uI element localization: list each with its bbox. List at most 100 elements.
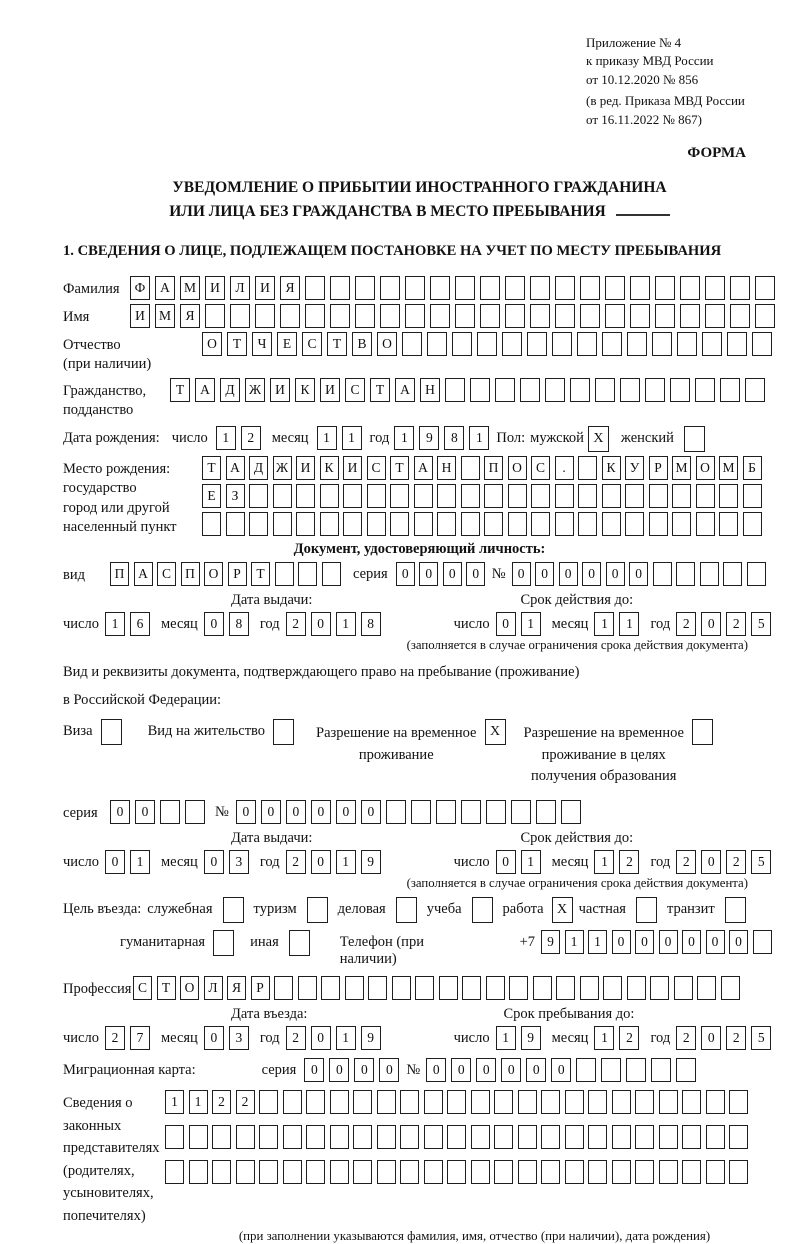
char-cell[interactable] [755,275,775,300]
char-cell[interactable]: 1 [495,1026,516,1051]
char-cell[interactable]: 1 [316,426,337,451]
char-cell[interactable] [648,484,668,509]
char-cell[interactable] [602,331,622,356]
char-cell[interactable]: Т [170,378,190,403]
char-cell[interactable] [727,331,747,356]
char-cell[interactable] [202,512,221,537]
char-cell[interactable] [527,331,547,356]
char-cell[interactable]: И [270,378,290,403]
char-cell[interactable]: 1 [335,611,356,636]
char-cell[interactable]: Т [227,331,247,356]
char-cell[interactable]: 0 [329,1058,350,1083]
char-cell[interactable] [719,512,738,537]
char-cell[interactable]: М [180,275,200,300]
char-cell[interactable]: 0 [203,850,224,875]
char-cell[interactable] [517,1160,537,1185]
char-cell[interactable] [484,484,503,509]
char-cell[interactable] [507,484,527,509]
char-cell[interactable] [380,275,400,300]
char-cell[interactable] [535,800,556,825]
char-cell[interactable]: 1 [335,850,356,875]
char-cell[interactable] [755,303,775,328]
char-cell[interactable]: Я [280,275,300,300]
purpose-transit-checkbox[interactable] [724,897,746,924]
char-cell[interactable] [564,1160,584,1185]
char-cell[interactable]: Л [230,275,250,300]
char-cell[interactable] [502,331,522,356]
char-cell[interactable] [532,976,552,1001]
char-cell[interactable]: 2 [726,850,747,875]
char-cell[interactable] [635,1125,654,1150]
char-cell[interactable]: 2 [726,1026,747,1051]
char-cell[interactable] [380,303,400,328]
char-cell[interactable]: 1 [215,426,236,451]
char-cell[interactable] [400,1125,419,1150]
char-cell[interactable] [555,275,575,300]
char-cell[interactable]: 1 [335,1026,356,1051]
char-cell[interactable] [343,512,362,537]
char-cell[interactable] [319,484,339,509]
char-cell[interactable] [676,1058,697,1083]
purpose-humanitarian-checkbox[interactable] [213,930,235,957]
char-cell[interactable] [495,378,515,403]
char-cell[interactable]: 7 [129,1026,150,1051]
char-cell[interactable] [259,1160,278,1185]
char-cell[interactable]: С [157,561,176,586]
char-cell[interactable]: Д [249,456,268,481]
char-cell[interactable] [272,484,292,509]
char-cell[interactable] [578,512,597,537]
char-cell[interactable] [576,1058,597,1083]
char-cell[interactable] [611,1090,631,1115]
char-cell[interactable] [588,1090,607,1115]
char-cell[interactable] [530,275,550,300]
char-cell[interactable] [552,331,572,356]
char-cell[interactable]: 0 [426,1058,447,1083]
char-cell[interactable] [447,1160,466,1185]
char-cell[interactable] [505,275,525,300]
char-cell[interactable] [355,275,375,300]
char-cell[interactable]: 0 [526,1058,547,1083]
char-cell[interactable] [494,1090,513,1115]
char-cell[interactable]: 2 [235,1090,255,1115]
char-cell[interactable]: 8 [228,611,249,636]
char-cell[interactable] [306,1160,325,1185]
char-cell[interactable]: 0 [511,561,531,586]
char-cell[interactable]: 0 [551,1058,572,1083]
char-cell[interactable]: 1 [469,426,490,451]
char-cell[interactable] [588,1125,607,1150]
char-cell[interactable]: Т [202,456,221,481]
char-cell[interactable] [484,512,503,537]
char-cell[interactable] [745,378,765,403]
char-cell[interactable] [249,512,268,537]
char-cell[interactable] [296,484,315,509]
char-cell[interactable] [705,1160,725,1185]
char-cell[interactable] [729,1090,748,1115]
char-cell[interactable] [437,484,456,509]
char-cell[interactable]: А [155,275,175,300]
char-cell[interactable]: И [255,275,275,300]
char-cell[interactable] [648,512,668,537]
char-cell[interactable]: 2 [676,1026,697,1051]
char-cell[interactable] [329,1160,349,1185]
char-cell[interactable]: О [204,561,223,586]
char-cell[interactable] [306,1125,325,1150]
char-cell[interactable] [427,331,447,356]
char-cell[interactable]: И [320,378,340,403]
char-cell[interactable]: 8 [360,611,381,636]
char-cell[interactable] [672,512,691,537]
char-cell[interactable] [485,800,506,825]
char-cell[interactable] [746,561,766,586]
char-cell[interactable] [249,484,268,509]
char-cell[interactable] [274,561,294,586]
char-cell[interactable] [730,275,750,300]
char-cell[interactable]: Н [437,456,456,481]
char-cell[interactable]: Т [327,331,347,356]
char-cell[interactable]: 9 [419,426,440,451]
char-cell[interactable] [330,275,350,300]
char-cell[interactable] [720,378,740,403]
char-cell[interactable]: 2 [285,611,306,636]
char-cell[interactable] [390,512,409,537]
char-cell[interactable]: 0 [285,800,306,825]
char-cell[interactable] [344,976,364,1001]
char-cell[interactable] [470,378,490,403]
